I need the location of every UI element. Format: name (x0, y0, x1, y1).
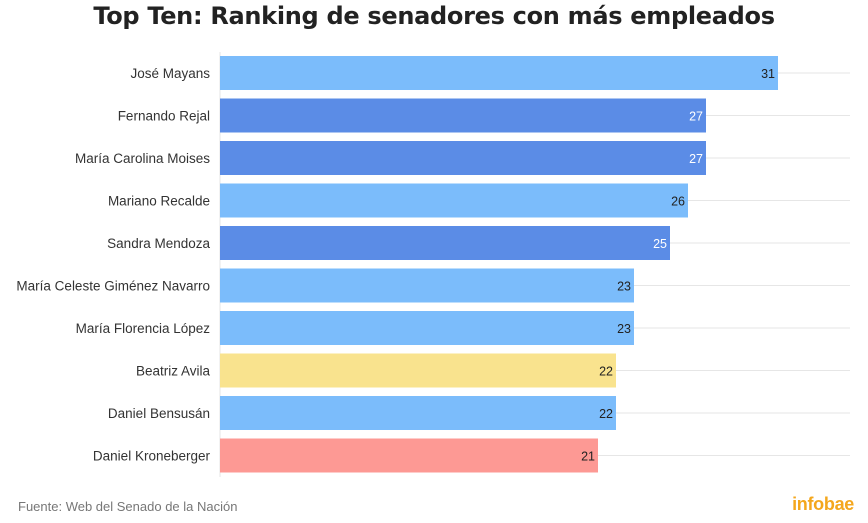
category-label: Fernando Rejal (118, 109, 210, 124)
bars (220, 56, 778, 473)
category-label: Daniel Kroneberger (93, 449, 211, 464)
value-label: 23 (617, 280, 631, 294)
value-label: 27 (689, 110, 703, 124)
bar (220, 438, 598, 473)
category-label: María Florencia López (76, 321, 211, 336)
value-label: 22 (599, 407, 613, 421)
category-label: Mariano Recalde (108, 194, 210, 209)
bar (220, 98, 706, 133)
value-labels: 31 27 27 26 25 23 23 22 22 21 (581, 67, 775, 464)
bar (220, 353, 616, 388)
bar (220, 396, 616, 430)
bar (220, 141, 706, 175)
bar-chart: José Mayans Fernando Rejal María Carolina … (16, 52, 850, 477)
category-labels: José Mayans Fernando Rejal María Carolina … (16, 66, 210, 464)
category-label: Beatriz Avila (136, 364, 211, 379)
category-label: María Celeste Giménez Navarro (16, 279, 210, 294)
value-label: 21 (581, 450, 595, 464)
value-label: 23 (617, 322, 631, 336)
value-label: 31 (761, 67, 775, 81)
category-label: Daniel Bensusán (108, 406, 210, 421)
value-label: 27 (689, 152, 703, 166)
value-label: 26 (671, 195, 685, 209)
value-label: 22 (599, 365, 613, 379)
category-label: José Mayans (130, 66, 210, 81)
value-label: 25 (653, 237, 667, 251)
bar (220, 56, 778, 90)
bar (220, 268, 634, 303)
bar (220, 183, 688, 218)
source-note: Fuente: Web del Senado de la Nación (18, 499, 238, 514)
category-label: María Carolina Moises (75, 151, 210, 166)
brand-logo: infobae (792, 494, 854, 514)
bar (220, 226, 670, 260)
chart-title: Top Ten: Ranking de senadores con más em… (93, 2, 775, 30)
bar (220, 311, 634, 345)
category-label: Sandra Mendoza (107, 236, 210, 251)
